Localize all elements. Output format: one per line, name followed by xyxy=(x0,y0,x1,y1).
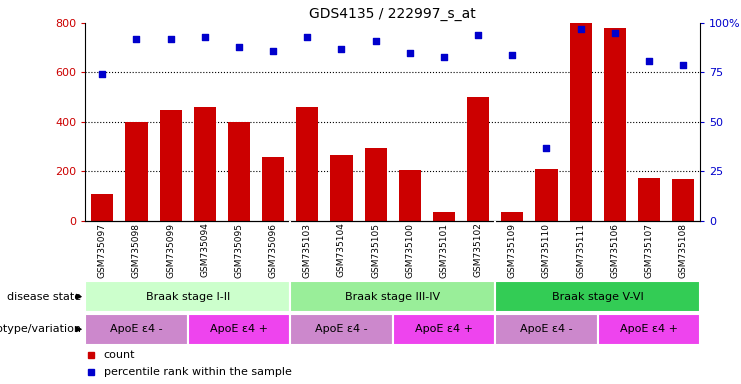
Point xyxy=(336,46,348,52)
Text: GSM735105: GSM735105 xyxy=(371,223,380,278)
Bar xyxy=(365,148,387,221)
Text: GSM735107: GSM735107 xyxy=(645,223,654,278)
Text: ApoE ε4 -: ApoE ε4 - xyxy=(520,324,573,334)
Point xyxy=(233,44,245,50)
Bar xyxy=(399,170,421,221)
Text: GSM735095: GSM735095 xyxy=(234,223,244,278)
Bar xyxy=(187,314,290,345)
Bar xyxy=(262,157,285,221)
Title: GDS4135 / 222997_s_at: GDS4135 / 222997_s_at xyxy=(309,7,476,21)
Text: GSM735098: GSM735098 xyxy=(132,223,141,278)
Bar xyxy=(228,122,250,221)
Bar xyxy=(91,194,113,221)
Bar xyxy=(501,212,523,221)
Text: ApoE ε4 +: ApoE ε4 + xyxy=(620,324,678,334)
Bar xyxy=(495,281,700,312)
Point xyxy=(575,26,587,32)
Bar xyxy=(159,109,182,221)
Point xyxy=(438,54,450,60)
Bar xyxy=(570,23,592,221)
Text: GSM735099: GSM735099 xyxy=(166,223,175,278)
Bar xyxy=(296,107,319,221)
Point xyxy=(677,61,689,68)
Bar xyxy=(85,314,187,345)
Point xyxy=(96,71,108,78)
Text: disease state: disease state xyxy=(7,291,82,302)
Bar xyxy=(85,281,290,312)
Text: ApoE ε4 +: ApoE ε4 + xyxy=(210,324,268,334)
Bar xyxy=(672,179,694,221)
Point xyxy=(643,58,655,64)
Bar xyxy=(638,177,660,221)
Point xyxy=(609,30,621,36)
Text: GSM735102: GSM735102 xyxy=(473,223,482,278)
Text: GSM735111: GSM735111 xyxy=(576,223,585,278)
Text: genotype/variation: genotype/variation xyxy=(0,324,82,334)
Text: count: count xyxy=(104,350,135,360)
Text: Braak stage III-IV: Braak stage III-IV xyxy=(345,291,440,302)
Text: ApoE ε4 +: ApoE ε4 + xyxy=(415,324,473,334)
Text: GSM735104: GSM735104 xyxy=(337,223,346,278)
Point xyxy=(506,51,518,58)
Bar xyxy=(125,122,147,221)
Text: Braak stage V-VI: Braak stage V-VI xyxy=(552,291,644,302)
Bar xyxy=(193,107,216,221)
Point xyxy=(199,34,210,40)
Text: GSM735097: GSM735097 xyxy=(98,223,107,278)
Point xyxy=(472,32,484,38)
Bar xyxy=(290,281,495,312)
Point xyxy=(540,144,552,151)
Bar xyxy=(393,314,495,345)
Point xyxy=(130,36,142,42)
Text: GSM735094: GSM735094 xyxy=(200,223,209,278)
Text: GSM735110: GSM735110 xyxy=(542,223,551,278)
Bar xyxy=(290,314,393,345)
Bar xyxy=(495,314,598,345)
Text: ApoE ε4 -: ApoE ε4 - xyxy=(110,324,163,334)
Bar xyxy=(467,97,489,221)
Text: GSM735101: GSM735101 xyxy=(439,223,448,278)
Text: GSM735103: GSM735103 xyxy=(303,223,312,278)
Text: GSM735109: GSM735109 xyxy=(508,223,516,278)
Point xyxy=(302,34,313,40)
Text: GSM735106: GSM735106 xyxy=(611,223,619,278)
Text: ApoE ε4 -: ApoE ε4 - xyxy=(315,324,368,334)
Bar xyxy=(433,212,455,221)
Text: Braak stage I-II: Braak stage I-II xyxy=(145,291,230,302)
Bar xyxy=(536,169,557,221)
Point xyxy=(370,38,382,44)
Text: GSM735100: GSM735100 xyxy=(405,223,414,278)
Bar xyxy=(598,314,700,345)
Text: GSM735108: GSM735108 xyxy=(679,223,688,278)
Point xyxy=(404,50,416,56)
Text: GSM735096: GSM735096 xyxy=(269,223,278,278)
Point xyxy=(268,48,279,54)
Text: percentile rank within the sample: percentile rank within the sample xyxy=(104,366,291,377)
Bar xyxy=(330,155,353,221)
Point xyxy=(165,36,176,42)
Bar xyxy=(604,28,626,221)
